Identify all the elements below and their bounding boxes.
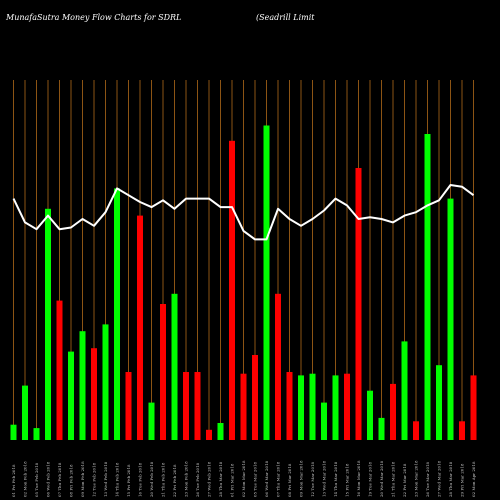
- money-flow-bar: [148, 402, 155, 440]
- x-tick-label: 20 Wed Mar 2018: [379, 460, 384, 497]
- money-flow-bar: [309, 373, 316, 440]
- money-flow-bar: [355, 168, 362, 440]
- x-tick-label: 06 Wed Feb 2018: [46, 461, 51, 497]
- money-flow-bar: [10, 424, 17, 440]
- x-tick-label: 23 Mon Mar 2018: [414, 460, 419, 497]
- x-tick-label: 13 Wed Feb 2018: [103, 461, 108, 497]
- money-flow-bar: [114, 188, 120, 440]
- x-tick-label: 15 Fri Feb 2018: [126, 464, 131, 497]
- money-flow-bar: [378, 417, 385, 440]
- x-tick-label: 27 Wed Feb 2018: [207, 461, 212, 497]
- money-flow-bar: [436, 365, 442, 440]
- x-tick-label: 15 Fri Mar 2018: [345, 463, 350, 497]
- x-tick-label: 26 Tue Mar 2018: [425, 461, 430, 497]
- money-flow-bar: [344, 373, 350, 440]
- x-tick-label: 14 Thu Feb 2018: [115, 462, 120, 497]
- money-flow-bar: [79, 331, 86, 440]
- x-tick-label: 20 Wed Feb 2018: [149, 461, 154, 497]
- money-flow-bar: [470, 375, 477, 440]
- x-tick-label: 01 Fri Mar 2018: [230, 463, 235, 497]
- x-tick-label: 29 Fri Mar 2018: [460, 463, 465, 497]
- x-tick-label: 12 Tue Mar 2018: [310, 461, 315, 497]
- x-tick-label: 05 Tue Feb 2018: [34, 462, 39, 497]
- money-flow-bar: [56, 300, 63, 440]
- money-flow-bar: [240, 373, 247, 440]
- x-tick-label: 26 Tue Feb 2018: [195, 462, 200, 497]
- money-flow-bar: [298, 375, 304, 440]
- x-tick-label: 28 Thu Mar 2018: [218, 461, 223, 497]
- money-flow-bar: [401, 341, 408, 440]
- money-flow-bar: [321, 402, 327, 440]
- x-tick-label: 21 Thu Mar 2018: [391, 461, 396, 497]
- x-tick-label: 27 Wed Mar 2018: [437, 460, 442, 497]
- x-tick-label: 05 Tue Mar 2018: [253, 461, 258, 497]
- chart-subtitle: (Seadrill Limit: [256, 13, 315, 22]
- x-tick-label: 16 Tue Feb 2018: [138, 462, 143, 497]
- money-flow-bar: [275, 293, 281, 440]
- money-flow-bar: [447, 198, 454, 440]
- money-flow-bar: [217, 423, 224, 440]
- x-tick-label: 06 Wed Mar 2018: [264, 460, 269, 497]
- money-flow-bar: [229, 140, 235, 441]
- x-tick-label: 23 Mon Feb 2018: [184, 461, 189, 497]
- money-flow-bar: [286, 372, 293, 440]
- money-flow-bar: [413, 421, 419, 440]
- x-tick-label: 01 Fri Feb 2018: [11, 464, 16, 497]
- chart-title: MunafaSutra Money Flow Charts for SDRL: [6, 13, 182, 22]
- money-flow-bar: [459, 421, 465, 440]
- money-flow-bar: [332, 375, 339, 440]
- x-tick-label: 08 Fri Feb 2018: [69, 464, 74, 497]
- x-tick-label: 13 Wed Mar 2018: [322, 460, 327, 497]
- money-flow-bar: [160, 304, 166, 440]
- x-tick-label: 22 Fri Mar 2018: [402, 463, 407, 497]
- money-flow-bar: [125, 372, 132, 440]
- money-flow-bar: [102, 324, 109, 440]
- money-flow-bar: [183, 372, 189, 440]
- x-tick-label: 08 Fri Mar 2018: [287, 463, 292, 497]
- x-tick-label: 02 Mon Apr 2018: [471, 461, 476, 497]
- x-tick-label: 19 Tue Mar 2018: [368, 461, 373, 497]
- money-flow-bar: [45, 208, 51, 440]
- x-tick-label: 09 Mon Mar 2018: [299, 460, 304, 497]
- money-flow-bar: [424, 134, 431, 440]
- money-flow-bar: [68, 351, 74, 440]
- money-flow-bar: [206, 429, 212, 440]
- money-flow-bar: [22, 385, 28, 440]
- money-flow-bar: [171, 293, 178, 440]
- money-flow-bar: [390, 383, 396, 440]
- x-tick-label: 07 Thu Feb 2018: [57, 462, 62, 497]
- x-tick-label: 22 Fri Feb 2018: [172, 464, 177, 497]
- x-tick-label: 21 Thu Feb 2018: [161, 462, 166, 497]
- x-tick-label: 16 Mon Mar 2018: [356, 460, 361, 497]
- money-flow-bar: [33, 428, 40, 440]
- x-tick-label: 07 Thu Mar 2018: [276, 461, 281, 497]
- x-tick-label: 09 Mon Feb 2018: [80, 461, 85, 497]
- x-tick-label: 02 Mon Mar 2018: [241, 460, 246, 497]
- money-flow-bar: [194, 372, 201, 440]
- x-tick-label: 12 Tue Feb 2018: [92, 462, 97, 497]
- x-tick-label: 14 Thu Mar 2018: [333, 461, 338, 497]
- money-flow-line: [12, 184, 475, 241]
- money-flow-bar: [137, 215, 143, 440]
- money-flow-bar: [252, 355, 258, 440]
- money-flow-bar: [367, 390, 373, 440]
- money-flow-bar: [263, 125, 270, 440]
- x-tick-label: 02 Mon Feb 2018: [23, 461, 28, 497]
- x-tick-label: 28 Thu Mar 2018: [448, 461, 453, 497]
- money-flow-bar: [91, 348, 97, 440]
